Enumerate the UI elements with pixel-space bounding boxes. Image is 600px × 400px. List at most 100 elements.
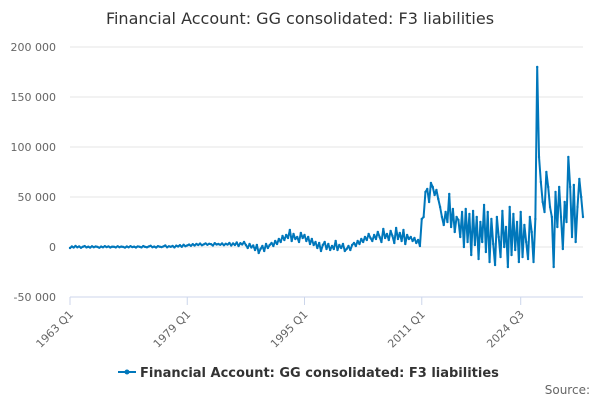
data-point[interactable] [521, 255, 524, 259]
data-point[interactable] [387, 238, 390, 242]
data-point[interactable] [523, 223, 526, 227]
data-point[interactable] [272, 244, 275, 248]
data-point[interactable] [224, 242, 227, 245]
data-point[interactable] [103, 245, 107, 248]
data-point[interactable] [107, 245, 110, 248]
data-point[interactable] [398, 231, 401, 235]
data-point[interactable] [446, 220, 449, 224]
data-point[interactable] [184, 245, 187, 248]
data-point[interactable] [468, 212, 471, 216]
data-point[interactable] [334, 239, 337, 243]
data-point[interactable] [263, 249, 266, 253]
data-point[interactable] [371, 239, 374, 243]
data-point[interactable] [105, 245, 108, 249]
data-point[interactable] [526, 257, 530, 261]
data-point[interactable] [420, 217, 423, 221]
data-point[interactable] [74, 244, 77, 248]
data-point[interactable] [164, 244, 167, 247]
data-point[interactable] [402, 228, 405, 232]
data-point[interactable] [173, 246, 176, 249]
data-point[interactable] [393, 241, 396, 245]
data-point[interactable] [559, 215, 563, 219]
data-point[interactable] [464, 207, 467, 211]
data-point[interactable] [383, 236, 387, 240]
data-point[interactable] [209, 243, 213, 246]
data-point[interactable] [497, 235, 500, 239]
data-point[interactable] [328, 248, 332, 252]
data-point[interactable] [96, 245, 99, 249]
data-point[interactable] [112, 245, 116, 248]
data-point[interactable] [440, 215, 444, 219]
data-point[interactable] [301, 236, 304, 240]
data-point[interactable] [490, 217, 493, 221]
data-point[interactable] [83, 244, 86, 248]
data-point[interactable] [438, 205, 442, 209]
data-point[interactable] [241, 243, 244, 246]
data-point[interactable] [319, 249, 323, 253]
data-point[interactable] [165, 246, 169, 249]
data-point[interactable] [70, 245, 74, 248]
data-point[interactable] [546, 185, 550, 189]
data-point[interactable] [204, 242, 207, 245]
data-point[interactable] [365, 238, 369, 242]
data-point[interactable] [222, 244, 226, 247]
data-point[interactable] [87, 245, 90, 248]
data-point[interactable] [376, 230, 379, 234]
data-point[interactable] [345, 247, 348, 251]
data-point[interactable] [143, 245, 147, 249]
data-point[interactable] [519, 210, 522, 214]
data-point[interactable] [248, 242, 251, 246]
data-point[interactable] [220, 242, 224, 245]
data-point[interactable] [539, 180, 543, 184]
data-point[interactable] [429, 181, 433, 185]
data-point[interactable] [187, 243, 191, 246]
data-point[interactable] [504, 225, 508, 229]
data-point[interactable] [250, 246, 253, 249]
data-point[interactable] [574, 240, 577, 244]
data-point[interactable] [169, 245, 172, 248]
data-point[interactable] [411, 239, 414, 243]
data-point[interactable] [374, 237, 378, 241]
data-point[interactable] [561, 247, 565, 251]
data-point[interactable] [198, 242, 202, 245]
data-point[interactable] [118, 246, 121, 249]
data-point[interactable] [427, 200, 431, 204]
data-point[interactable] [162, 245, 165, 248]
data-point[interactable] [228, 241, 231, 245]
data-point[interactable] [259, 247, 262, 251]
data-point[interactable] [317, 241, 321, 245]
data-point[interactable] [394, 226, 398, 230]
data-point[interactable] [266, 246, 270, 250]
data-point[interactable] [275, 242, 279, 246]
data-point[interactable] [563, 200, 566, 204]
data-point[interactable] [261, 244, 264, 248]
data-point[interactable] [510, 253, 513, 257]
data-point[interactable] [235, 241, 238, 244]
data-point[interactable] [479, 220, 482, 224]
data-point[interactable] [512, 212, 515, 216]
data-point[interactable] [68, 246, 72, 250]
data-point[interactable] [455, 215, 458, 219]
data-point[interactable] [134, 246, 138, 249]
data-point[interactable] [215, 243, 218, 246]
data-point[interactable] [339, 246, 343, 250]
data-point[interactable] [149, 244, 152, 247]
data-point[interactable] [76, 246, 79, 249]
data-point[interactable] [323, 240, 326, 244]
data-point[interactable] [426, 187, 429, 191]
data-point[interactable] [460, 210, 464, 214]
data-point[interactable] [579, 195, 583, 199]
data-point[interactable] [556, 225, 559, 229]
data-point[interactable] [283, 238, 286, 242]
data-point[interactable] [176, 245, 180, 248]
data-point[interactable] [129, 245, 132, 248]
data-point[interactable] [382, 227, 385, 231]
data-point[interactable] [350, 243, 354, 247]
data-point[interactable] [499, 255, 502, 259]
data-point[interactable] [361, 240, 365, 244]
data-point[interactable] [363, 235, 367, 239]
data-point[interactable] [508, 205, 511, 209]
data-point[interactable] [444, 210, 447, 214]
legend[interactable]: Financial Account: GG consolidated: F3 l… [118, 366, 499, 381]
data-point[interactable] [312, 243, 315, 247]
